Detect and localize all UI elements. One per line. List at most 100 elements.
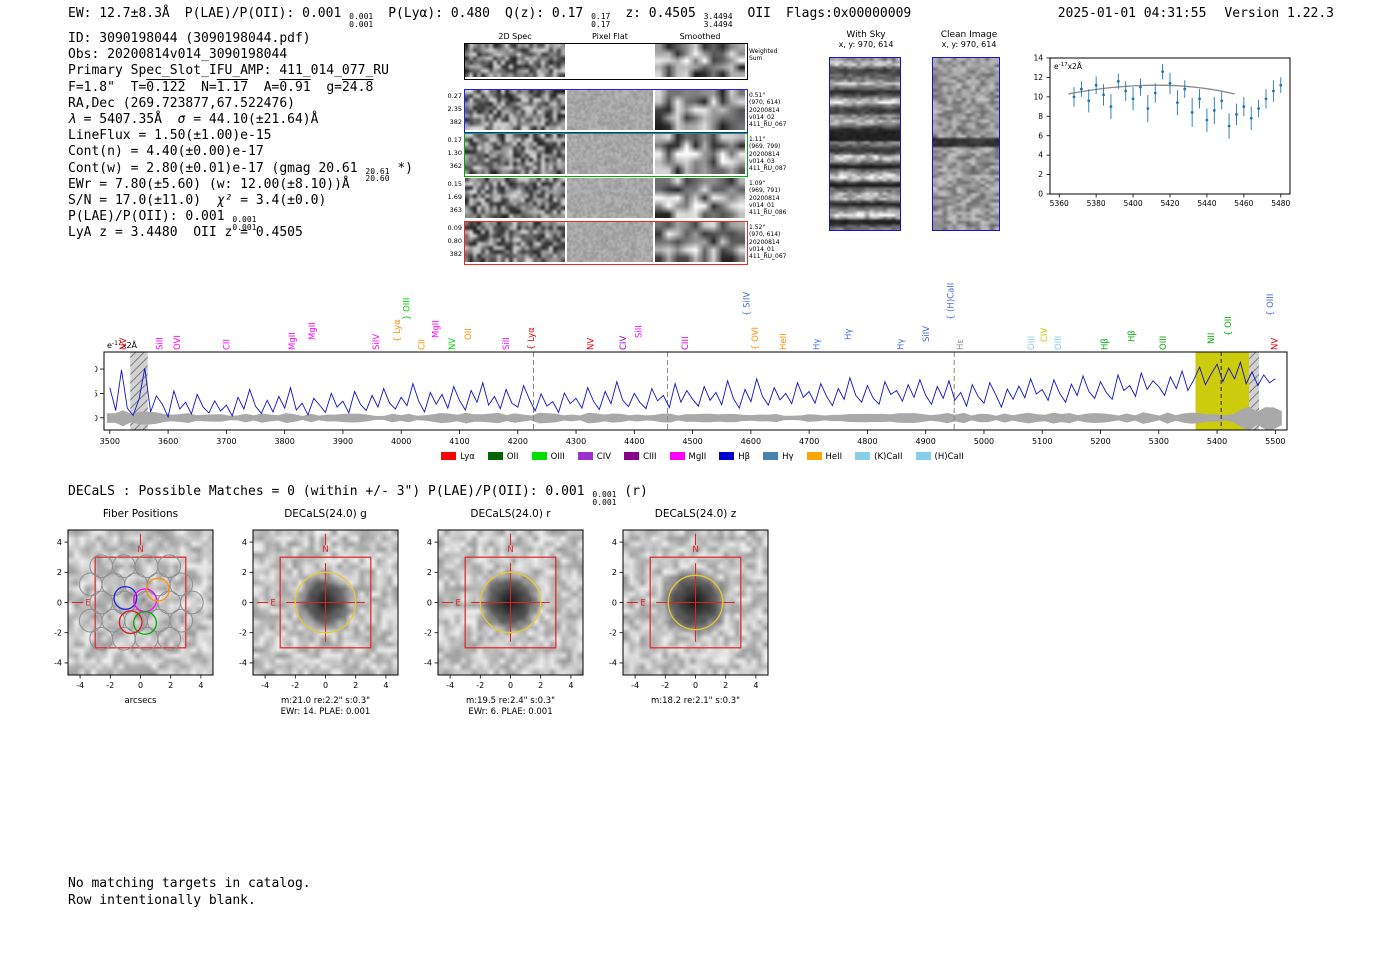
svg-text:4: 4 <box>568 681 573 690</box>
spec2d-row-frame <box>464 89 748 133</box>
emission-line-label: OIII <box>1027 336 1037 350</box>
flux-point <box>1124 89 1128 93</box>
svg-text:-2: -2 <box>476 681 484 690</box>
legend-label: OIII <box>550 452 565 462</box>
emission-line-label: { Lyα <box>393 319 403 342</box>
spec2d-row-annotations: 0.51" (970, 614) 20200814 v014_02 411_RU_067 <box>749 92 787 129</box>
cutout-r: DECaLS(24.0) r m:19.5 re:2.4" s:0.3" EWr: … <box>410 508 600 728</box>
with-sky-title: With Sky <box>846 30 886 40</box>
header-stat: EW: 12.7±8.3Å <box>68 6 170 21</box>
legend-label: MgII <box>688 452 707 462</box>
flux-point <box>1102 93 1105 97</box>
pixel-flat-image <box>567 222 653 262</box>
svg-text:4400: 4400 <box>624 437 644 446</box>
clean-image-panel: Clean Image x, y: 970, 614 <box>923 30 1015 245</box>
flux-point <box>1116 79 1120 83</box>
svg-text:4: 4 <box>427 538 432 547</box>
svg-text:4: 4 <box>383 681 388 690</box>
cutout-image-z <box>623 530 768 675</box>
header-stat: Q(z): 0.17 0.17 0.17 <box>504 6 611 29</box>
stacked-uncertainty: 0.001 0.001 <box>349 12 374 29</box>
legend-label: (H)CaII <box>934 452 964 462</box>
legend-swatch <box>915 452 931 460</box>
svg-text:6: 6 <box>1038 131 1043 140</box>
flux-point <box>1190 111 1194 114</box>
cutout-row: Fiber Positions arcsecs -4 -4 -2 -2 0 0 2 2 4 4 N E DE… <box>0 508 1400 733</box>
svg-text:-2: -2 <box>661 681 669 690</box>
svg-text:5200: 5200 <box>1090 437 1110 446</box>
svg-text:5380: 5380 <box>1087 199 1106 208</box>
svg-text:3500: 3500 <box>100 437 120 446</box>
emission-line-label: { OVI <box>751 327 761 350</box>
flux-point <box>1146 107 1150 110</box>
emission-line-label: { (H)CaII <box>947 283 957 320</box>
legend-item: OIII <box>531 452 565 462</box>
svg-text:-4: -4 <box>76 681 84 690</box>
svg-text:10: 10 <box>95 365 98 374</box>
svg-text:-4: -4 <box>424 659 432 668</box>
svg-text:-4: -4 <box>239 659 247 668</box>
flux-point <box>1131 97 1135 101</box>
svg-text:-2: -2 <box>239 629 247 638</box>
flux-point <box>1271 89 1275 93</box>
legend-item: CIV <box>577 452 611 462</box>
svg-text:3900: 3900 <box>333 437 353 446</box>
emission-line-label: NV <box>587 338 597 350</box>
svg-text:2: 2 <box>353 681 358 690</box>
pixel-flat-image <box>567 90 653 130</box>
spec2d-image <box>465 222 565 262</box>
spec2d-weighted-frame <box>464 43 748 80</box>
svg-text:-2: -2 <box>106 681 114 690</box>
emission-line-label: OIII <box>1054 336 1064 350</box>
legend-label: HeII <box>825 452 843 462</box>
svg-text:4: 4 <box>57 538 62 547</box>
flux-point <box>1079 87 1083 91</box>
stacked-uncertainty: 0.001 0.001 <box>592 490 617 507</box>
flux-point <box>1249 116 1253 120</box>
legend-swatch <box>577 452 593 460</box>
info-line: Cont(n) = 4.40(±0.00)e-17 <box>68 144 264 160</box>
svg-text:-4: -4 <box>54 659 62 668</box>
cutout-image-r <box>438 530 583 675</box>
report-timestamp: 2025-01-01 04:31:55 <box>1057 6 1207 21</box>
svg-text:0: 0 <box>508 681 513 690</box>
svg-text:12: 12 <box>1033 73 1043 82</box>
emission-line-label: Hβ <box>1127 330 1137 342</box>
with-sky-image-box <box>829 57 901 231</box>
svg-text:4: 4 <box>612 538 617 547</box>
spec2d-image <box>465 178 565 218</box>
legend-label: CIII <box>643 452 657 462</box>
flux-point <box>1168 81 1172 85</box>
svg-text:-4: -4 <box>609 659 617 668</box>
emission-line-label: SiII <box>634 325 644 338</box>
spec2d-col-header: 2D Spec <box>498 32 532 41</box>
spectrum-line-legend: Lyα OII OIII CIV CIII MgII Hβ Hγ HeII (K)CaII (H)C… <box>95 452 1310 462</box>
emission-line-label: OII <box>464 328 474 340</box>
spec2d-weighted-label: Weighted Sum <box>749 48 778 63</box>
svg-text:4: 4 <box>1038 151 1043 160</box>
svg-text:4100: 4100 <box>449 437 469 446</box>
cutout-image-fiber <box>68 530 213 675</box>
svg-text:5000: 5000 <box>974 437 994 446</box>
cutout-z: DECaLS(24.0) z m:18.2 re:2.1" s:0.3" -4 -4 -… <box>595 508 785 728</box>
emission-line-label: NV <box>1271 338 1281 350</box>
info-line: ID: 3090198044 (3090198044.pdf) <box>68 31 311 46</box>
emission-line-label: HeII <box>779 333 789 350</box>
clean-image-title: Clean Image <box>940 30 998 40</box>
cutout-caption1: m:21.0 re:2.2" s:0.3" <box>280 696 371 706</box>
header-stats-line: EW: 12.7±8.3Å P(LAE)/P(OII): 0.001 0.001 0… <box>68 6 926 28</box>
cutout-g: DECaLS(24.0) g m:21.0 re:2.2" s:0.3" EWr: … <box>225 508 415 728</box>
svg-text:-2: -2 <box>54 629 62 638</box>
emission-line-label: SiII <box>155 337 165 350</box>
smoothed-image <box>655 222 745 262</box>
line-fit-plot: 0 2 4 6 8 10 12 14 5360 5380 5400 5420 5440 5460 5480 e… <box>1012 46 1312 216</box>
emission-line-label: SiIV <box>922 326 932 342</box>
svg-text:-4: -4 <box>446 681 454 690</box>
svg-text:2: 2 <box>168 681 173 690</box>
svg-text:4600: 4600 <box>741 437 761 446</box>
stacked-uncertainty: 3.4494 3.4494 <box>703 12 733 29</box>
emission-line-label: } OIII <box>402 298 412 320</box>
flux-point <box>1161 70 1165 73</box>
line-fit-plot-svg: 0 2 4 6 8 10 12 14 5360 5380 5400 5420 5440 5460 5480 e… <box>1033 54 1290 208</box>
emission-line-label: { Lyα <box>527 327 537 350</box>
